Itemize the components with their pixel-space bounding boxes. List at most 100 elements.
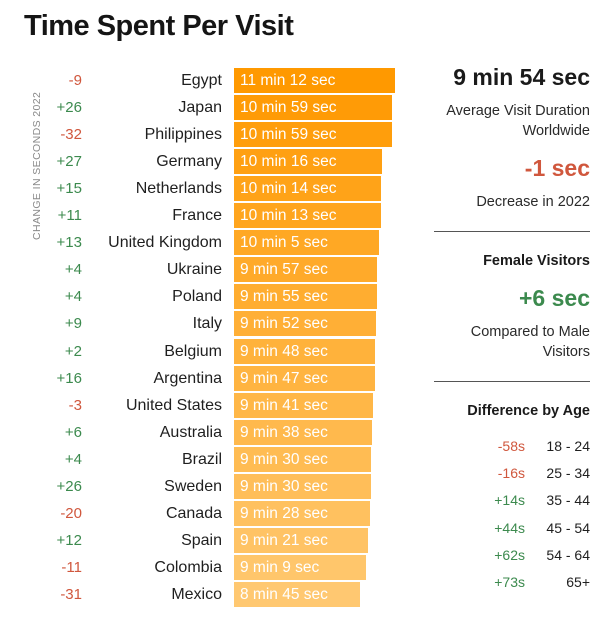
- bar-row: +9 Italy 9 min 52 sec: [0, 311, 420, 337]
- bar-row: +27 Germany 10 min 16 sec: [0, 149, 420, 175]
- country-label: Germany: [156, 153, 222, 171]
- age-range-label: 25 - 34: [546, 465, 590, 482]
- change-label: -31: [60, 585, 82, 603]
- bar-row: -9 Egypt 11 min 12 sec: [0, 68, 420, 93]
- bar-value-label: 10 min 16 sec: [240, 153, 337, 171]
- bar-value-label: 8 min 45 sec: [240, 585, 328, 603]
- average-duration-value: 9 min 54 sec: [453, 64, 590, 90]
- bar-row: +26 Japan 10 min 59 sec: [0, 95, 420, 121]
- bar-row: +12 Spain 9 min 21 sec: [0, 527, 420, 553]
- bar-row: -11 Colombia 9 min 9 sec: [0, 554, 420, 580]
- change-label: +13: [56, 234, 82, 252]
- bar: [234, 473, 371, 499]
- bar-row: +11 France 10 min 13 sec: [0, 203, 420, 229]
- bar-value-label: 9 min 9 sec: [240, 558, 320, 576]
- bar: [234, 392, 374, 418]
- bar: [234, 203, 381, 229]
- change-label: +15: [56, 180, 82, 198]
- bar-value-label: 10 min 5 sec: [240, 234, 328, 252]
- age-difference-value: -16s: [497, 465, 525, 482]
- change-2022-value: -1 sec: [524, 155, 590, 181]
- country-label: Australia: [159, 423, 222, 441]
- bar: [234, 176, 382, 202]
- bar-value-label: 9 min 21 sec: [240, 531, 328, 549]
- change-label: +4: [64, 450, 82, 468]
- bar-row: +6 Australia 9 min 38 sec: [0, 419, 420, 445]
- country-label: Canada: [165, 504, 222, 522]
- country-label: France: [172, 207, 222, 225]
- country-label: Ukraine: [166, 261, 222, 279]
- change-2022-label: Decrease in 2022: [476, 194, 590, 210]
- bar-row: +4 Ukraine 9 min 57 sec: [0, 257, 420, 283]
- bar: [234, 365, 375, 391]
- change-label: +26: [56, 99, 82, 117]
- bar: [234, 500, 371, 526]
- bar: [234, 338, 375, 364]
- bar-value-label: 10 min 13 sec: [240, 207, 337, 225]
- bar-row: +13 United Kingdom 10 min 5 sec: [0, 230, 420, 256]
- age-difference-value: +14s: [494, 492, 525, 509]
- age-row: -16s 25 - 34: [440, 463, 590, 483]
- age-row: +44s 45 - 54: [440, 518, 590, 538]
- bar: [234, 446, 371, 472]
- bar-value-label: 9 min 57 sec: [240, 261, 328, 279]
- female-visitors-label: Compared to Male Visitors: [470, 324, 590, 360]
- bar-value-label: 9 min 52 sec: [240, 315, 328, 333]
- country-label: United States: [125, 396, 222, 414]
- change-label: +4: [64, 261, 82, 279]
- country-label: Spain: [181, 531, 222, 549]
- country-label: Philippines: [144, 126, 222, 144]
- change-label: +26: [56, 477, 82, 495]
- divider-2: [434, 381, 590, 382]
- bar: [234, 122, 392, 148]
- age-row: +73s 65+: [440, 572, 590, 592]
- bar-row: -3 United States 9 min 41 sec: [0, 392, 420, 418]
- bar: [234, 284, 377, 310]
- change-label: +11: [57, 207, 82, 225]
- bar-row: -32 Philippines 10 min 59 sec: [0, 122, 420, 148]
- change-label: +27: [56, 153, 82, 171]
- change-label: -20: [60, 504, 82, 522]
- country-label: Belgium: [164, 342, 222, 360]
- bar-value-label: 10 min 59 sec: [240, 99, 337, 117]
- country-label: Sweden: [164, 477, 222, 495]
- country-label: Colombia: [154, 558, 222, 576]
- bar-value-label: 9 min 30 sec: [240, 450, 328, 468]
- average-duration-label: Average Visit Duration Worldwide: [446, 103, 590, 139]
- bar-row: +26 Sweden 9 min 30 sec: [0, 473, 420, 499]
- country-label: Egypt: [181, 72, 222, 89]
- age-difference-value: +44s: [494, 519, 525, 536]
- bar-row: +4 Poland 9 min 55 sec: [0, 284, 420, 310]
- bar-value-label: 9 min 55 sec: [240, 288, 328, 306]
- change-label: +16: [56, 369, 82, 387]
- change-label: -9: [68, 72, 82, 89]
- change-label: +6: [64, 423, 82, 441]
- age-range-label: 65+: [566, 574, 590, 590]
- chart-title: Time Spent Per Visit: [24, 10, 294, 42]
- divider-1: [434, 231, 590, 232]
- country-label: Netherlands: [135, 180, 222, 198]
- bar-value-label: 9 min 47 sec: [240, 369, 328, 387]
- age-difference-heading: Difference by Age: [467, 403, 590, 419]
- age-difference-value: -58s: [497, 438, 525, 454]
- bar-value-label: 9 min 28 sec: [240, 504, 328, 522]
- bar-value-label: 9 min 30 sec: [240, 477, 328, 495]
- bar: [234, 68, 395, 93]
- country-label: Argentina: [153, 369, 223, 387]
- bar-value-label: 9 min 38 sec: [240, 423, 328, 441]
- country-label: Mexico: [171, 585, 222, 603]
- country-label: Italy: [192, 315, 222, 333]
- change-label: +9: [64, 315, 82, 333]
- bar: [234, 527, 369, 553]
- bar: [234, 257, 378, 283]
- bar: [234, 581, 360, 607]
- bar: [234, 419, 373, 445]
- age-row: +62s 54 - 64: [440, 545, 590, 565]
- age-range-label: 35 - 44: [546, 492, 590, 509]
- age-row: +14s 35 - 44: [440, 490, 590, 510]
- change-label: -11: [61, 558, 82, 576]
- country-label: Brazil: [181, 450, 222, 468]
- change-label: -3: [68, 396, 82, 414]
- age-row: -58s 18 - 24: [440, 436, 590, 456]
- bar-row: -20 Canada 9 min 28 sec: [0, 500, 420, 526]
